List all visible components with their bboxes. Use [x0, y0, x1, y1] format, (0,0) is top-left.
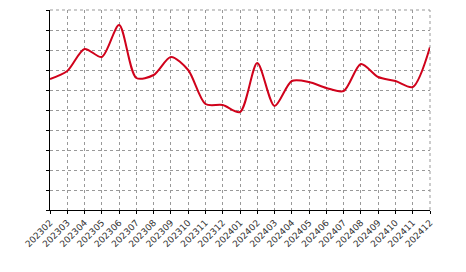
svg-text:202306: 202306	[92, 218, 124, 250]
svg-text:202303: 202303	[40, 218, 71, 249]
svg-text:202410: 202410	[369, 218, 401, 250]
svg-text:202412: 202412	[403, 218, 434, 249]
svg-text:202309: 202309	[144, 218, 176, 250]
svg-text:202401: 202401	[213, 218, 244, 249]
svg-text:202311: 202311	[179, 218, 210, 249]
svg-text:202407: 202407	[317, 218, 348, 249]
svg-text:202304: 202304	[58, 218, 90, 250]
svg-text:202408: 202408	[334, 218, 366, 250]
svg-text:202404: 202404	[265, 218, 297, 250]
svg-text:202405: 202405	[282, 218, 313, 249]
svg-text:202409: 202409	[351, 218, 383, 250]
svg-text:202312: 202312	[196, 218, 227, 249]
svg-text:202310: 202310	[161, 218, 193, 250]
svg-text:202302: 202302	[23, 218, 54, 249]
svg-text:202411: 202411	[386, 218, 417, 249]
svg-text:202307: 202307	[110, 218, 141, 249]
svg-text:202305: 202305	[75, 218, 106, 249]
svg-text:202402: 202402	[230, 218, 261, 249]
svg-text:202406: 202406	[300, 218, 332, 250]
svg-text:202308: 202308	[127, 218, 159, 250]
svg-text:202403: 202403	[248, 218, 279, 249]
